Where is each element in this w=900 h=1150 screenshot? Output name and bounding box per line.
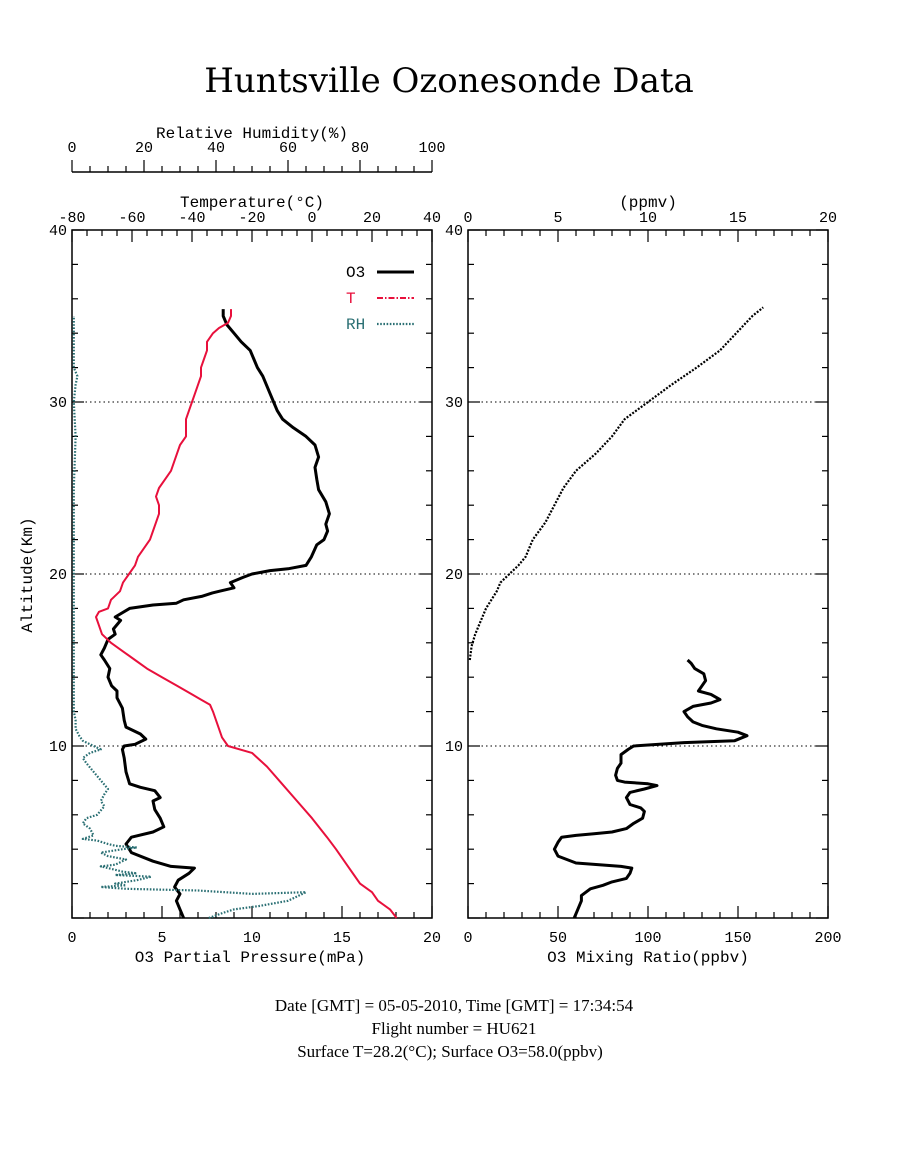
footer: Date [GMT] = 05-05-2010, Time [GMT] = 17… bbox=[275, 996, 634, 1061]
left-ylabel: Altitude(Km) bbox=[19, 517, 37, 632]
legend: O3 T RH bbox=[346, 264, 414, 334]
left-ytick-label: 20 bbox=[49, 567, 67, 584]
legend-label-rh: RH bbox=[346, 316, 365, 334]
chart-title: Huntsville Ozonesonde Data bbox=[204, 61, 694, 101]
left-ticks: 10 20 30 40 0 5 10 15 20 -80 -60 -40 -20 0 20 40 0 20 40 60… bbox=[49, 140, 446, 947]
series-o3-mixing-ratio-ppbv bbox=[552, 658, 749, 919]
left-xtick-label: 0 bbox=[307, 210, 316, 227]
rh-xtick-label: 20 bbox=[135, 140, 153, 157]
left-ytick-label: 40 bbox=[49, 223, 67, 240]
series-t bbox=[95, 309, 398, 919]
right-xlabel-bottom: O3 Mixing Ratio(ppbv) bbox=[547, 949, 749, 967]
series-o3 bbox=[99, 309, 331, 919]
right-ytick-label: 10 bbox=[445, 739, 463, 756]
right-xtick-label: 150 bbox=[724, 930, 751, 947]
left-xlabel-rh: Relative Humidity(%) bbox=[156, 125, 348, 143]
left-panel: 10 20 30 40 0 5 10 15 20 -80 -60 -40 -20 0 20 40 0 20 40 60… bbox=[19, 125, 446, 967]
left-xlabel-temperature: Temperature(°C) bbox=[180, 194, 324, 212]
rh-xtick-label: 40 bbox=[207, 140, 225, 157]
right-xtick-label: 0 bbox=[463, 210, 472, 227]
rh-xtick-label: 80 bbox=[351, 140, 369, 157]
right-ytick-label: 40 bbox=[445, 223, 463, 240]
right-xtick-label: 200 bbox=[814, 930, 841, 947]
footer-line-flight: Flight number = HU621 bbox=[372, 1019, 537, 1038]
left-ytick-label: 30 bbox=[49, 395, 67, 412]
right-xtick-label: 5 bbox=[553, 210, 562, 227]
left-xtick-label: 20 bbox=[363, 210, 381, 227]
left-xtick-label: -60 bbox=[118, 210, 145, 227]
series-o3-mixing-ratio-ppmv bbox=[468, 306, 764, 661]
right-xlabel-top: (ppmv) bbox=[619, 194, 677, 212]
left-xtick-label: 5 bbox=[157, 930, 166, 947]
right-ytick-label: 20 bbox=[445, 567, 463, 584]
right-series bbox=[468, 306, 764, 919]
footer-line-date: Date [GMT] = 05-05-2010, Time [GMT] = 17… bbox=[275, 996, 634, 1015]
rh-xtick-label: 0 bbox=[67, 140, 76, 157]
left-xtick-label: 20 bbox=[423, 930, 441, 947]
left-xtick-label: 10 bbox=[243, 930, 261, 947]
right-xtick-label: 20 bbox=[819, 210, 837, 227]
left-ytick-label: 10 bbox=[49, 739, 67, 756]
left-xtick-label: 40 bbox=[423, 210, 441, 227]
left-series bbox=[72, 309, 398, 920]
left-xlabel-bottom: O3 Partial Pressure(mPa) bbox=[135, 949, 365, 967]
rh-xtick-label: 100 bbox=[418, 140, 445, 157]
right-xtick-label: 15 bbox=[729, 210, 747, 227]
left-xtick-label: 0 bbox=[67, 930, 76, 947]
legend-label-o3: O3 bbox=[346, 264, 365, 282]
series-rh bbox=[72, 316, 308, 920]
right-grid bbox=[468, 401, 828, 747]
left-xtick-label: -20 bbox=[238, 210, 265, 227]
right-xtick-label: 100 bbox=[634, 930, 661, 947]
rh-xtick-label: 60 bbox=[279, 140, 297, 157]
right-xtick-label: 50 bbox=[549, 930, 567, 947]
legend-label-t: T bbox=[346, 290, 356, 308]
right-xtick-label: 0 bbox=[463, 930, 472, 947]
right-xtick-label: 10 bbox=[639, 210, 657, 227]
footer-line-surface: Surface T=28.2(°C); Surface O3=58.0(ppbv… bbox=[297, 1042, 603, 1061]
left-xtick-label: -40 bbox=[178, 210, 205, 227]
left-xtick-label: 15 bbox=[333, 930, 351, 947]
right-ytick-label: 30 bbox=[445, 395, 463, 412]
left-xtick-label: -80 bbox=[58, 210, 85, 227]
